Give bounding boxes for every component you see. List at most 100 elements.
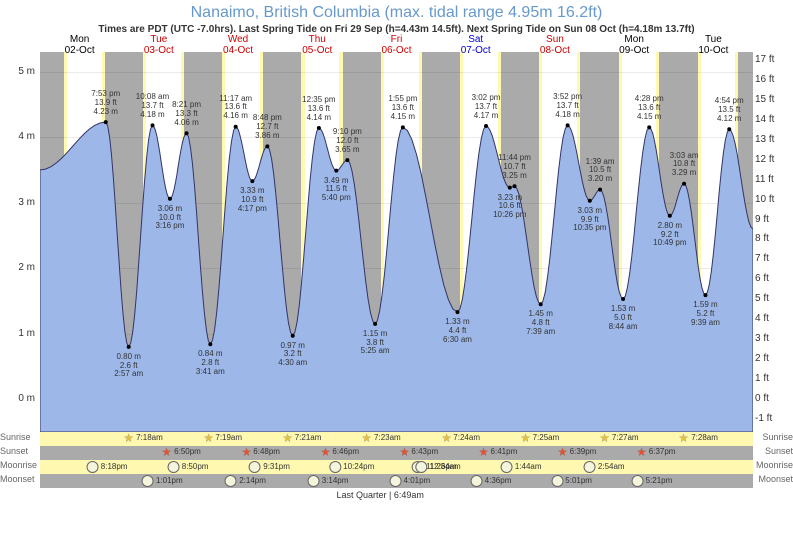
tide-point-label: 0.97 m3.2 ft4:30 am [278, 342, 307, 368]
tide-point-label: 1.33 m4.4 ft6:30 am [443, 318, 472, 344]
time-marker: 3:14pm [307, 475, 348, 487]
time-marker: 6:41pm [478, 447, 517, 457]
plot-area: Mon02-OctTue03-OctWed04-OctThu05-OctFri0… [40, 52, 753, 452]
y-axis-label-right: -1 ft [755, 413, 783, 424]
info-row-label: Moonrise [0, 460, 37, 470]
y-axis-label-right: 1 ft [755, 373, 783, 384]
info-row-label: Sunrise [762, 432, 793, 442]
y-axis-label-right: 7 ft [755, 253, 783, 264]
tide-chart-container: Nanaimo, British Columbia (max. tidal ra… [0, 0, 793, 539]
moon-icon [501, 461, 513, 473]
time-marker: 5:21pm [631, 475, 672, 487]
tide-point-label: 1.45 m4.8 ft7:39 am [526, 310, 555, 336]
y-axis-label-right: 11 ft [755, 174, 783, 185]
time-marker: 7:19am [203, 433, 242, 443]
time-marker: 5:01pm [551, 475, 592, 487]
tide-point-label: 1:55 pm13.6 ft4.15 m [388, 95, 417, 121]
moon-icon [168, 461, 180, 473]
tide-point-label: 1:39 am10.5 ft3.20 m [586, 158, 615, 184]
info-row-label: Moonrise [756, 460, 793, 470]
moon-icon [329, 461, 341, 473]
tide-point-label: 3.03 m9.9 ft10:35 pm [573, 207, 606, 233]
moon-icon [470, 475, 482, 487]
tide-point-label: 3:02 pm13.7 ft4.17 m [472, 94, 501, 120]
tide-point-label: 7:53 pm13.9 ft4.23 m [91, 90, 120, 116]
moon-icon [584, 461, 596, 473]
tide-point-label: 3.06 m10.0 ft3:16 pm [155, 205, 184, 231]
moon-icon [307, 475, 319, 487]
tide-point-label: 1.15 m3.8 ft5:25 am [361, 330, 390, 356]
y-axis-label-right: 13 ft [755, 134, 783, 145]
y-axis-label-left: 2 m [10, 262, 35, 273]
info-row-bg [40, 460, 753, 474]
info-row-label: Moonset [0, 474, 35, 484]
moon-icon [389, 475, 401, 487]
tide-point-label: 0.84 m2.8 ft3:41 am [196, 350, 225, 376]
y-axis-label-right: 5 ft [755, 293, 783, 304]
tide-point-label: 4:28 pm13.6 ft4.15 m [635, 95, 664, 121]
tide-point-label: 3.49 m11.5 ft5:40 pm [322, 177, 351, 203]
y-axis-label-right: 16 ft [755, 74, 783, 85]
moon-icon [631, 475, 643, 487]
tide-point-label: 3:03 am10.8 ft3.29 m [670, 152, 699, 178]
moon-icon [415, 461, 427, 473]
y-axis-label-right: 8 ft [755, 233, 783, 244]
moon-icon [551, 475, 563, 487]
time-marker: 7:18am [124, 433, 163, 443]
tide-point-label: 2.80 m9.2 ft10:49 pm [653, 222, 686, 248]
time-marker: 7:24am [441, 433, 480, 443]
time-marker: 7:23am [362, 433, 401, 443]
time-marker: 12:34am [415, 461, 460, 473]
tide-point-label: 3.23 m10.6 ft10:26 pm [493, 194, 526, 220]
tide-point-label: 0.80 m2.6 ft2:57 am [114, 353, 143, 379]
tide-point-label: 9:10 pm12.0 ft3.65 m [333, 128, 362, 154]
time-marker: 4:36pm [470, 475, 511, 487]
info-row-label: Sunset [0, 446, 28, 456]
moon-icon [142, 475, 154, 487]
time-marker: 6:37pm [637, 447, 676, 457]
time-marker: 8:50pm [168, 461, 209, 473]
info-row-label: Sunset [765, 446, 793, 456]
tide-point-label: 8:48 pm12.7 ft3.86 m [253, 114, 282, 140]
moon-icon [249, 461, 261, 473]
info-row-label: Moonset [758, 474, 793, 484]
tide-point-label: 3.33 m10.9 ft4:17 pm [238, 187, 267, 213]
tide-point-label: 12:35 pm13.6 ft4.14 m [302, 96, 335, 122]
time-marker: 9:31pm [249, 461, 290, 473]
time-marker: 6:39pm [557, 447, 596, 457]
time-marker: 1:01pm [142, 475, 183, 487]
y-axis-label-right: 2 ft [755, 353, 783, 364]
tide-point-label: 11:44 pm10.7 ft3.25 m [498, 154, 531, 180]
y-axis-label-right: 10 ft [755, 194, 783, 205]
tide-point-label: 11:17 am13.6 ft4.16 m [219, 95, 252, 121]
time-marker: 1:44am [501, 461, 542, 473]
moon-phase-label: Last Quarter | 6:49am [337, 490, 424, 500]
moon-icon [225, 475, 237, 487]
time-marker: 7:28am [679, 433, 718, 443]
y-axis-label-left: 4 m [10, 131, 35, 142]
time-marker: 2:54am [584, 461, 625, 473]
time-marker: 7:27am [600, 433, 639, 443]
time-marker: 6:43pm [399, 447, 438, 457]
y-axis-label-right: 0 ft [755, 393, 783, 404]
time-marker: 7:25am [520, 433, 559, 443]
info-row-label: Sunrise [0, 432, 31, 442]
time-marker: 2:14pm [225, 475, 266, 487]
y-axis-label-left: 5 m [10, 66, 35, 77]
moon-icon [87, 461, 99, 473]
tide-point-label: 8:21 pm13.3 ft4.06 m [172, 101, 201, 127]
tide-point-label: 1.53 m5.0 ft8:44 am [609, 305, 638, 331]
y-axis-label-left: 0 m [10, 393, 35, 404]
tide-point-label: 1.59 m5.2 ft9:39 am [691, 301, 720, 327]
y-axis-label-right: 9 ft [755, 214, 783, 225]
time-marker: 6:48pm [241, 447, 280, 457]
y-axis-label-right: 4 ft [755, 313, 783, 324]
y-axis-label-right: 3 ft [755, 333, 783, 344]
tide-point-label: 10:08 am13.7 ft4.18 m [136, 93, 169, 119]
tide-point-label: 4:54 pm13.5 ft4.12 m [715, 97, 744, 123]
chart-title: Nanaimo, British Columbia (max. tidal ra… [0, 0, 793, 22]
time-marker: 6:50pm [162, 447, 201, 457]
tide-point-label: 3:52 pm13.7 ft4.18 m [553, 93, 582, 119]
y-axis-label-right: 6 ft [755, 273, 783, 284]
time-marker: 6:46pm [320, 447, 359, 457]
